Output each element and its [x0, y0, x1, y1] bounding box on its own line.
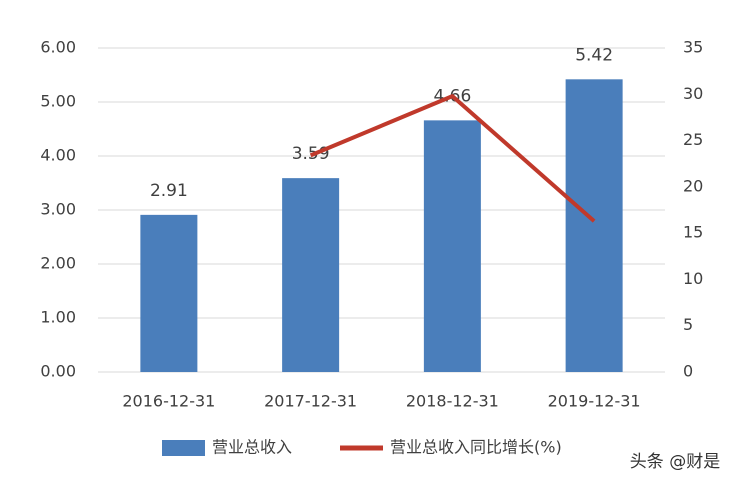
y-tick-label: 3.00: [40, 200, 76, 219]
line: [309, 94, 596, 223]
y-tick-label: 6.00: [40, 38, 76, 57]
bar: [423, 120, 481, 372]
x-tick-label: 2018-12-31: [406, 392, 499, 411]
legend-swatch: [162, 440, 205, 456]
x-tick-label: 2019-12-31: [548, 392, 641, 411]
data-label: 5.42: [575, 45, 613, 65]
y-tick-label: 5.00: [40, 92, 76, 111]
x-tick-label: 2017-12-31: [264, 392, 357, 411]
watermark: 头条 @财是: [630, 452, 720, 472]
y2-tick-label: 20: [683, 176, 703, 195]
data-label: 2.91: [150, 181, 188, 201]
bar: [282, 178, 340, 372]
y2-tick-label: 15: [683, 223, 703, 242]
legend-label: 营业总收入: [212, 438, 292, 457]
y2-tick-label: 25: [683, 130, 703, 149]
y2-tick-label: 35: [683, 38, 703, 57]
y2-tick-label: 0: [683, 362, 693, 381]
x-tick-label: 2016-12-31: [122, 392, 215, 411]
bar: [140, 214, 198, 372]
legend-label: 营业总收入同比增长(%): [390, 438, 562, 457]
y-tick-label: 0.00: [40, 362, 76, 381]
y2-tick-label: 10: [683, 269, 703, 288]
y2-tick-label: 30: [683, 84, 703, 103]
y2-tick-label: 5: [683, 315, 693, 334]
y-tick-label: 2.00: [40, 254, 76, 273]
y-tick-label: 1.00: [40, 308, 76, 327]
bar: [565, 79, 623, 372]
y-tick-label: 4.00: [40, 146, 76, 165]
